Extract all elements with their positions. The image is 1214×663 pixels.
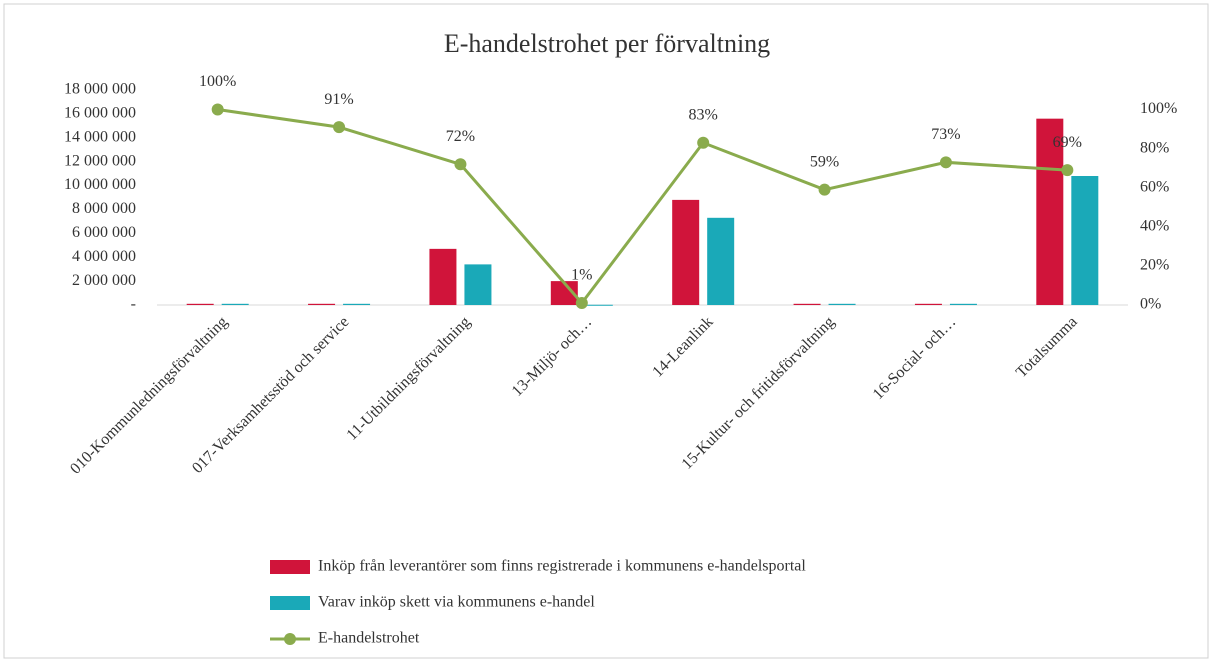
- y2-tick-label: 100%: [1140, 100, 1177, 117]
- line-marker: [211, 103, 224, 116]
- data-label: 72%: [446, 128, 475, 145]
- legend-label: E-handelstrohet: [318, 630, 420, 647]
- bar: [672, 199, 700, 305]
- legend-swatch: [284, 633, 296, 645]
- bar: [1071, 176, 1099, 305]
- line-marker: [454, 158, 467, 171]
- bar: [343, 303, 371, 305]
- y-tick-label: 16 000 000: [64, 105, 136, 122]
- bar: [429, 248, 457, 305]
- chart-frame: [3, 3, 1209, 659]
- bar: [585, 304, 613, 306]
- chart-title: E-handelstrohet per förvaltning: [444, 29, 770, 58]
- data-label: 69%: [1053, 134, 1082, 151]
- bar: [914, 303, 942, 305]
- line-marker: [575, 297, 588, 310]
- y-tick-label: 12 000 000: [64, 152, 136, 169]
- data-label: 91%: [324, 91, 353, 108]
- y2-tick-label: 40%: [1140, 217, 1169, 234]
- y2-tick-label: 80%: [1140, 139, 1169, 156]
- line-marker: [333, 121, 346, 134]
- data-label: 73%: [931, 126, 960, 143]
- y-tick-label: 6 000 000: [72, 224, 136, 241]
- bar: [949, 303, 977, 305]
- line-marker: [818, 183, 831, 196]
- data-label: 83%: [689, 106, 718, 123]
- line-marker: [1061, 164, 1074, 177]
- y-tick-label: 14 000 000: [64, 128, 136, 145]
- line: [217, 108, 1068, 306]
- bar: [221, 303, 249, 305]
- bar: [828, 303, 856, 305]
- bar: [464, 264, 492, 305]
- y2-tick-label: 20%: [1140, 257, 1169, 274]
- legend-label: Inköp från leverantörer som finns regist…: [318, 558, 806, 575]
- y2-tick-label: 60%: [1140, 178, 1169, 195]
- data-label: 59%: [810, 153, 839, 170]
- bar: [186, 303, 214, 305]
- data-label: 100%: [199, 73, 236, 90]
- legend-label: Varav inköp skett via kommunens e-handel: [318, 594, 595, 611]
- bar: [707, 217, 735, 305]
- data-label: 1%: [571, 267, 592, 284]
- y-tick-label: 4 000 000: [72, 248, 136, 265]
- y2-tick-label: 0%: [1140, 296, 1161, 313]
- legend-swatch: [270, 596, 310, 610]
- y-tick-label: -: [131, 296, 136, 313]
- line-marker: [697, 136, 710, 149]
- y-tick-label: 18 000 000: [64, 81, 136, 98]
- line-marker: [939, 156, 952, 169]
- bar: [1036, 118, 1064, 306]
- y-tick-label: 10 000 000: [64, 176, 136, 193]
- bar: [550, 281, 578, 305]
- legend-swatch: [270, 560, 310, 574]
- bar: [308, 303, 336, 305]
- y-tick-label: 2 000 000: [72, 272, 136, 289]
- bar: [793, 303, 821, 305]
- y-tick-label: 8 000 000: [72, 200, 136, 217]
